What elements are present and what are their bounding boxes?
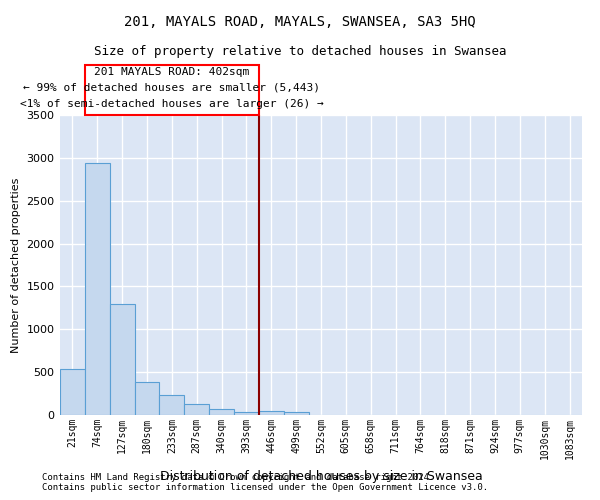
Text: ← 99% of detached houses are smaller (5,443): ← 99% of detached houses are smaller (5,… [23,83,320,93]
Bar [284,412,308,415]
Text: 201 MAYALS ROAD: 402sqm: 201 MAYALS ROAD: 402sqm [94,67,250,77]
Text: <1% of semi-detached houses are larger (26) →: <1% of semi-detached houses are larger (… [20,98,324,108]
Bar [134,382,160,415]
Bar [259,410,284,415]
Text: Contains HM Land Registry data © Crown copyright and database right 2024.: Contains HM Land Registry data © Crown c… [42,474,434,482]
Text: Contains public sector information licensed under the Open Government Licence v3: Contains public sector information licen… [42,484,488,492]
Bar [60,368,85,415]
Bar [234,412,259,415]
Text: Size of property relative to detached houses in Swansea: Size of property relative to detached ho… [94,45,506,58]
Text: 201, MAYALS ROAD, MAYALS, SWANSEA, SA3 5HQ: 201, MAYALS ROAD, MAYALS, SWANSEA, SA3 5… [124,15,476,29]
Bar [110,304,134,415]
Y-axis label: Number of detached properties: Number of detached properties [11,178,21,352]
Bar [209,409,234,415]
Bar [85,163,110,415]
Bar [160,396,184,415]
Bar [184,404,209,415]
X-axis label: Distribution of detached houses by size in Swansea: Distribution of detached houses by size … [160,470,482,483]
